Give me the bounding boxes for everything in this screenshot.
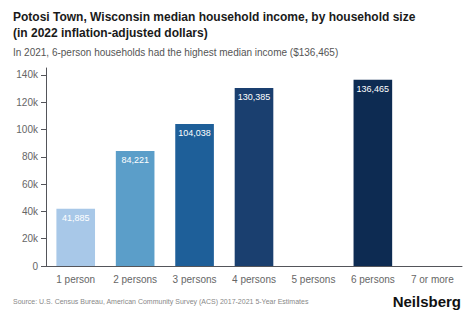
svg-text:(in 2022 inflation-adjusted do: (in 2022 inflation-adjusted dollars) xyxy=(13,26,208,40)
svg-text:0: 0 xyxy=(32,261,38,272)
svg-text:140k: 140k xyxy=(16,69,39,80)
svg-text:Neilsberg: Neilsberg xyxy=(393,293,461,310)
svg-text:Potosi Town, Wisconsin median: Potosi Town, Wisconsin median household … xyxy=(13,10,416,24)
svg-text:Source: U.S. Census Bureau, Am: Source: U.S. Census Bureau, American Com… xyxy=(13,298,309,306)
svg-text:20k: 20k xyxy=(22,233,39,244)
svg-text:136,465: 136,465 xyxy=(357,84,390,94)
svg-text:130,385: 130,385 xyxy=(238,92,271,102)
svg-text:7 or more: 7 or more xyxy=(411,274,454,285)
svg-text:2 persons: 2 persons xyxy=(113,274,157,285)
svg-text:84,221: 84,221 xyxy=(121,155,149,165)
svg-text:5 persons: 5 persons xyxy=(291,274,335,285)
svg-text:120k: 120k xyxy=(16,97,39,108)
svg-text:1 person: 1 person xyxy=(56,274,95,285)
svg-text:41,885: 41,885 xyxy=(62,213,90,223)
svg-text:40k: 40k xyxy=(22,206,39,217)
svg-text:6 persons: 6 persons xyxy=(351,274,395,285)
svg-text:60k: 60k xyxy=(22,179,39,190)
svg-text:3 persons: 3 persons xyxy=(173,274,217,285)
svg-text:4 persons: 4 persons xyxy=(232,274,276,285)
svg-text:In 2021, 6-person households h: In 2021, 6-person households had the hig… xyxy=(13,47,338,58)
svg-text:104,038: 104,038 xyxy=(178,128,211,138)
svg-text:80k: 80k xyxy=(22,151,39,162)
svg-text:100k: 100k xyxy=(16,124,39,135)
